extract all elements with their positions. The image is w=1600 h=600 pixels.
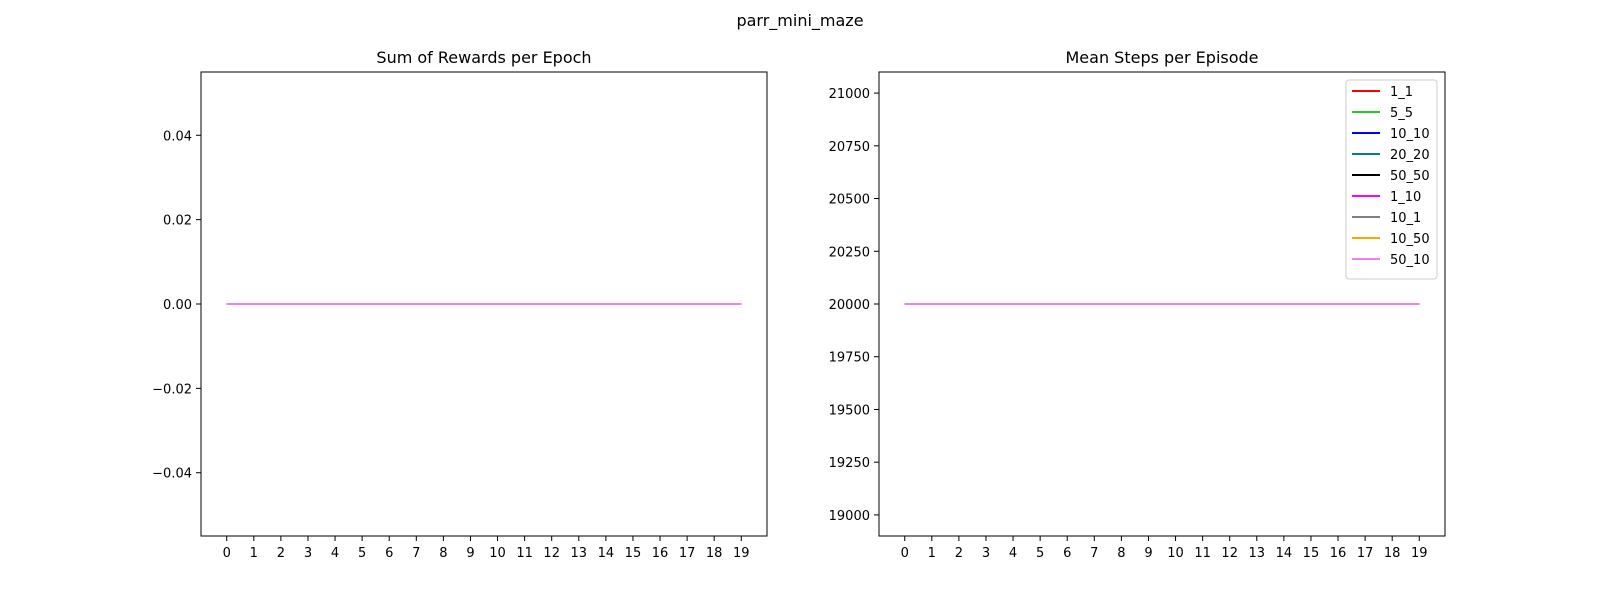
x-tick-label: 6 [385, 546, 393, 561]
legend-label: 1_1 [1390, 85, 1413, 100]
x-tick-label: 16 [652, 546, 669, 561]
x-tick-label: 17 [679, 546, 696, 561]
x-tick-label: 7 [412, 546, 420, 561]
y-tick-label: 20000 [829, 298, 870, 313]
x-tick-label: 12 [1221, 546, 1238, 561]
legend-label: 50_50 [1390, 169, 1430, 184]
y-tick-label: −0.04 [152, 467, 192, 482]
y-tick-label: 19500 [829, 403, 870, 418]
x-tick-label: 15 [625, 546, 642, 561]
x-tick-label: 14 [598, 546, 615, 561]
x-tick-label: 5 [1036, 546, 1044, 561]
legend-label: 1_10 [1390, 190, 1421, 205]
x-tick-label: 14 [1276, 546, 1293, 561]
x-tick-label: 1 [928, 546, 936, 561]
x-tick-label: 0 [223, 546, 231, 561]
x-tick-label: 13 [1249, 546, 1266, 561]
x-tick-label: 18 [706, 546, 723, 561]
legend-label: 10_50 [1390, 232, 1430, 247]
y-tick-label: 19000 [829, 509, 870, 524]
y-tick-label: 20250 [829, 245, 870, 260]
x-tick-label: 18 [1384, 546, 1401, 561]
legend-label: 5_5 [1390, 106, 1413, 121]
y-tick-label: 19250 [829, 456, 870, 471]
legend: 1_1 5_5 10_10 20_20 50_50 1_10 10_1 10_50 50_10 [1345, 79, 1438, 280]
y-tick-label: 0.04 [163, 129, 192, 144]
x-tick-label: 19 [733, 546, 750, 561]
x-tick-label: 0 [901, 546, 909, 561]
legend-label: 10_1 [1390, 211, 1421, 226]
x-tick-label: 10 [489, 546, 506, 561]
x-tick-label: 3 [982, 546, 990, 561]
legend-box [1345, 79, 1438, 280]
y-tick-label: 20750 [829, 140, 870, 155]
legend-label: 50_10 [1390, 253, 1430, 268]
x-tick-label: 9 [466, 546, 474, 561]
x-tick-label: 17 [1357, 546, 1374, 561]
x-tick-label: 15 [1303, 546, 1320, 561]
x-tick-label: 9 [1144, 546, 1152, 561]
x-tick-label: 7 [1090, 546, 1098, 561]
x-tick-label: 1 [250, 546, 258, 561]
x-tick-label: 13 [571, 546, 588, 561]
legend-label: 20_20 [1390, 148, 1430, 163]
y-tick-label: 20500 [829, 193, 870, 208]
x-tick-label: 16 [1330, 546, 1347, 561]
x-tick-label: 2 [277, 546, 285, 561]
x-tick-label: 8 [439, 546, 447, 561]
y-tick-label: 21000 [829, 87, 870, 102]
x-tick-label: 10 [1167, 546, 1184, 561]
x-tick-label: 11 [516, 546, 533, 561]
chart-title: Sum of Rewards per Epoch [376, 48, 591, 67]
y-tick-label: 0.00 [163, 298, 192, 313]
x-tick-label: 4 [331, 546, 339, 561]
x-tick-label: 11 [1194, 546, 1211, 561]
x-tick-label: 5 [358, 546, 366, 561]
x-tick-label: 6 [1063, 546, 1071, 561]
x-tick-label: 12 [543, 546, 560, 561]
y-tick-label: 19750 [829, 351, 870, 366]
y-tick-label: 0.02 [163, 214, 192, 229]
x-tick-label: 3 [304, 546, 312, 561]
figure-title: parr_mini_maze [736, 11, 863, 31]
x-tick-label: 2 [955, 546, 963, 561]
x-tick-label: 8 [1117, 546, 1125, 561]
y-tick-label: −0.02 [152, 382, 192, 397]
x-tick-label: 4 [1009, 546, 1017, 561]
legend-label: 10_10 [1390, 127, 1430, 142]
chart-title: Mean Steps per Episode [1065, 48, 1258, 67]
x-tick-label: 19 [1411, 546, 1428, 561]
